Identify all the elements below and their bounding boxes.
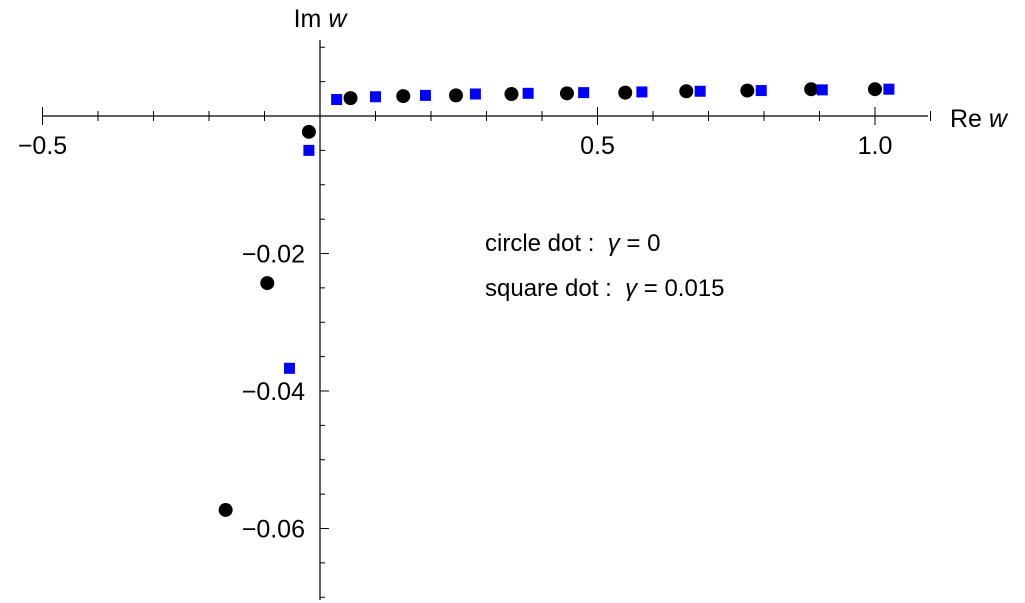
y-tick-label: −0.02 — [242, 241, 305, 269]
y-axis-title-prefix: Im — [294, 5, 322, 33]
y-tick-label: −0.04 — [242, 378, 305, 406]
data-point-circle — [301, 124, 316, 139]
data-point-square — [303, 144, 315, 156]
data-point-square — [370, 91, 381, 103]
data-point-square — [283, 362, 295, 374]
x-axis-title-variable: w — [989, 105, 1009, 133]
data-point-square — [694, 85, 706, 97]
annotation-value: = 0.015 — [637, 275, 724, 302]
annotation-line: square dot : γ = 0.015 — [485, 275, 725, 302]
y-tick-label: −0.06 — [242, 516, 305, 544]
data-point-circle — [260, 276, 275, 291]
data-point-circle — [559, 86, 574, 101]
data-point-square — [816, 84, 828, 96]
data-point-circle — [343, 91, 358, 106]
data-point-square — [522, 87, 534, 99]
x-axis-title: Re w — [950, 105, 1009, 133]
annotation-line: circle dot : γ = 0 — [485, 230, 660, 257]
data-point-square — [636, 86, 648, 98]
annotation-label: circle dot : — [485, 230, 608, 257]
data-point-square — [469, 88, 481, 100]
data-point-circle — [868, 82, 882, 97]
data-point-circle — [396, 89, 411, 104]
annotation-gamma: γ — [608, 230, 622, 257]
data-point-circle — [448, 88, 463, 103]
y-axis-title: Im w — [294, 5, 349, 33]
data-point-square — [331, 94, 343, 105]
data-point-circle — [504, 87, 519, 101]
data-point-circle — [218, 502, 233, 517]
data-point-square — [755, 85, 767, 97]
data-point-square — [578, 87, 590, 99]
x-tick-label: 1.0 — [858, 132, 893, 160]
y-axis-title-variable: w — [328, 5, 348, 33]
x-tick-label: 0.5 — [580, 132, 615, 160]
data-point-circle — [804, 82, 819, 97]
data-point-circle — [679, 84, 694, 99]
data-point-circle — [618, 85, 633, 100]
annotation-label: square dot : — [485, 275, 625, 302]
annotation-gamma: γ — [625, 275, 639, 302]
data-point-circle — [740, 83, 755, 98]
data-point-square — [419, 89, 431, 101]
data-point-square — [883, 83, 895, 95]
x-tick-label: −0.5 — [18, 132, 67, 160]
x-axis-title-prefix: Re — [950, 105, 982, 133]
annotation-value: = 0 — [620, 230, 661, 257]
